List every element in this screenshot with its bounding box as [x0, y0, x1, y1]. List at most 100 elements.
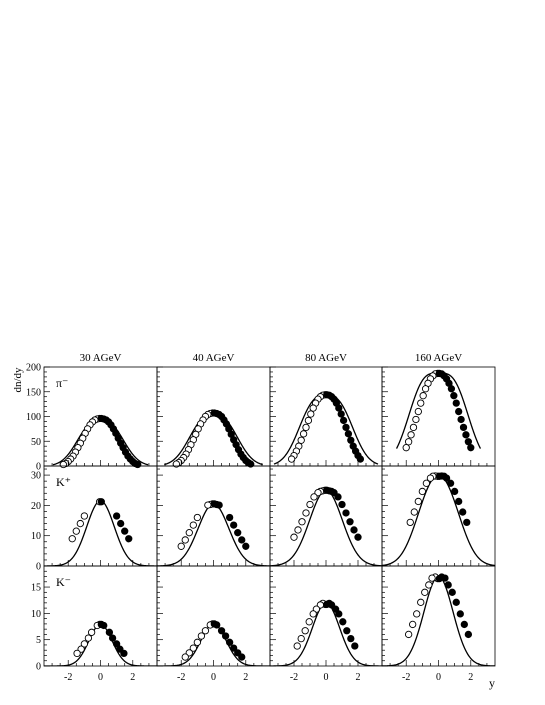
data-point-measured [117, 519, 125, 528]
data-point-measured [213, 621, 221, 629]
data-point-reflected [407, 431, 415, 439]
data-point-measured [97, 498, 105, 506]
data-point-reflected [197, 632, 206, 640]
data-point-reflected [193, 513, 202, 522]
data-point-reflected [421, 588, 429, 596]
data-point-measured [452, 399, 460, 407]
fit-curve [273, 393, 379, 465]
data-point-measured [452, 598, 460, 606]
data-point-measured [121, 527, 129, 535]
data-point-measured [457, 415, 465, 424]
panel: 0 10 20 30 K⁺ [31, 465, 158, 573]
data-point-measured [217, 627, 226, 635]
data-point-measured [112, 512, 121, 520]
x-tick-label: 0 [436, 672, 441, 683]
data-point-reflected [412, 415, 420, 424]
data-point-reflected [287, 455, 296, 463]
data-point-measured [455, 407, 463, 416]
data-point-reflected [425, 581, 433, 589]
data-point-reflected [417, 399, 425, 407]
data-point-measured [455, 497, 463, 506]
data-point-measured [342, 509, 350, 517]
data-point-reflected [404, 438, 413, 446]
data-point-measured [351, 642, 359, 650]
panel-frame [381, 366, 496, 467]
data-point-measured [221, 632, 230, 640]
data-point-measured [234, 529, 242, 537]
data-point-reflected [72, 527, 80, 535]
panel-frame [381, 465, 496, 567]
x-tick-label: 2 [243, 672, 248, 683]
y-tick-label: 0 [36, 662, 41, 673]
data-point-reflected [68, 535, 76, 543]
data-point-reflected [185, 529, 193, 537]
data-point-measured [335, 404, 343, 412]
fit-curve [270, 602, 382, 666]
panel [156, 465, 271, 567]
panel: 0 5 10 15 K⁻ -2 0 2 [31, 565, 158, 683]
data-point-reflected [189, 644, 197, 652]
y-tick-label: 5 [36, 635, 41, 646]
fit-curve [382, 575, 495, 666]
fit-curve [44, 500, 157, 566]
data-point-reflected [301, 627, 309, 635]
data-point-measured [225, 513, 234, 522]
fit-curve [164, 412, 263, 466]
data-point-measured [108, 634, 117, 642]
data-point-measured [338, 500, 346, 509]
x-tick-label: -2 [177, 672, 185, 683]
data-point-measured [334, 493, 342, 501]
data-point-reflected [421, 385, 430, 393]
data-point-measured [464, 438, 473, 446]
y-tick-label: 0 [36, 562, 41, 573]
data-point-measured [342, 423, 350, 432]
panel [269, 465, 383, 567]
data-point-measured [448, 588, 456, 596]
data-point-reflected [80, 512, 89, 520]
data-point-reflected [406, 518, 414, 527]
x-tick-label: 0 [211, 672, 216, 683]
data-point-reflected [409, 423, 418, 432]
data-point-measured [444, 581, 452, 589]
panel [381, 465, 496, 567]
data-point-measured [460, 620, 468, 629]
data-point-measured [459, 423, 468, 432]
panel [156, 366, 271, 468]
data-point-reflected [309, 404, 317, 412]
data-point-reflected [414, 497, 422, 506]
data-point-reflected [302, 423, 310, 432]
fit-curve [52, 417, 149, 466]
data-point-measured [343, 627, 351, 635]
data-point-measured [242, 542, 250, 550]
data-point-reflected [307, 410, 315, 418]
data-point-reflected [418, 487, 427, 496]
data-point-reflected [181, 536, 189, 544]
data-point-reflected [409, 620, 417, 629]
data-point-reflected [299, 430, 308, 438]
data-point-reflected [426, 474, 435, 482]
panel [269, 366, 383, 467]
data-point-measured [456, 610, 464, 618]
fit-curve [382, 474, 495, 566]
y-tick-label: 10 [31, 531, 41, 542]
data-point-measured [230, 644, 238, 652]
data-point-reflected [413, 610, 421, 618]
data-point-reflected [201, 627, 210, 635]
panel-frame [156, 465, 271, 567]
fit-curve [157, 623, 270, 666]
panel [381, 366, 496, 467]
data-point-measured [356, 455, 365, 463]
data-point-reflected [298, 518, 306, 526]
data-point-reflected [310, 493, 318, 501]
y-axis-label: dn/dy [12, 367, 24, 393]
data-point-reflected [80, 640, 89, 648]
y-tick-label: 10 [31, 609, 41, 620]
data-point-measured [442, 474, 451, 482]
data-point-reflected [193, 638, 202, 646]
fit-curve [270, 489, 382, 566]
data-point-reflected [189, 521, 197, 529]
y-tick-label: 0 [36, 462, 41, 473]
data-point-reflected [181, 653, 189, 661]
data-point-measured [450, 392, 458, 400]
